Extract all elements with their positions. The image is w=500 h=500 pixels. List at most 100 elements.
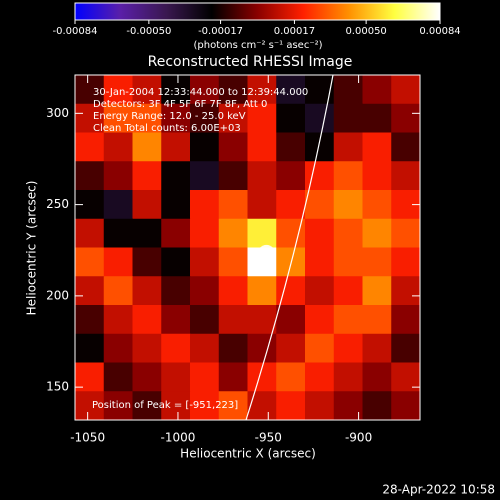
image-cell [190,247,220,277]
image-cell [276,190,306,220]
image-cell [276,391,306,421]
image-cell [333,247,363,277]
image-cell [218,362,248,392]
image-cell [75,161,105,191]
plot-frame [74,74,421,421]
image-cell [132,305,162,335]
image-cell [305,333,335,363]
image-cell [391,276,421,306]
image-cell [75,391,105,421]
image-cell [190,362,220,392]
image-cell [218,218,248,248]
image-cell [362,391,392,421]
annotation: Clean Total counts: 6.00E+03 [93,123,241,134]
x-tick-label: -950 [255,431,282,445]
image-cell [362,333,392,363]
x-tick-label: -1000 [161,431,196,445]
image-cell [190,276,220,306]
image-cell [362,276,392,306]
image-cell [305,391,335,421]
image-cell [190,218,220,248]
image-cell [362,362,392,392]
image-cell [132,218,162,248]
image-cell [305,247,335,277]
colorbar-tick-label: 0.00017 [274,26,315,37]
image-cell [132,391,162,421]
image-cell [190,161,220,191]
image-cell [190,103,220,133]
image-cell [161,190,191,220]
image-cell [276,161,306,191]
image-cell [391,132,421,162]
image-cell [218,103,248,133]
image-cell [218,161,248,191]
image-cell [362,132,392,162]
image-cell [103,305,133,335]
image-cell [247,305,277,335]
image-cell [305,103,335,133]
image-cell [391,333,421,363]
image-cell [391,247,421,277]
image-cell [218,75,248,105]
image-cell [247,161,277,191]
image-cell [103,362,133,392]
image-cell [103,75,133,105]
image-cell [333,190,363,220]
image-cell [103,391,133,421]
image-cell [218,333,248,363]
image-cell [161,276,191,306]
image-cell [161,333,191,363]
image-cell [190,333,220,363]
image-cell [362,161,392,191]
image-cell [333,103,363,133]
image-cell [75,103,105,133]
image-cell [333,161,363,191]
image-cell [276,305,306,335]
y-tick-label: 250 [46,197,69,211]
image-cell [247,333,277,363]
image-cell [391,218,421,248]
image-cell [391,103,421,133]
image-cell [103,132,133,162]
image-cell [391,75,421,105]
colorbar-tick-label: 0.00050 [345,26,386,37]
image-cell [132,132,162,162]
image-cell [362,103,392,133]
image-cell [247,190,277,220]
image-cell [305,362,335,392]
image-cell [161,132,191,162]
image-cell [132,247,162,277]
image-cell [75,218,105,248]
image-cell [103,161,133,191]
colorbar-tick-label: -0.00084 [53,26,98,37]
image-cell [132,190,162,220]
image-cell [362,75,392,105]
colorbar-tick-label: -0.00050 [126,26,171,37]
peak-marker [257,244,276,263]
image-cell [362,218,392,248]
colorbar [74,2,441,21]
limb-line [245,74,334,421]
image-cell [391,161,421,191]
image-cell [333,362,363,392]
image-cell [103,247,133,277]
image-cell [218,132,248,162]
image-cell [305,132,335,162]
image-cell [161,218,191,248]
image-cell [362,190,392,220]
image-cell [362,247,392,277]
y-axis-label: Heliocentric Y (arcsec) [25,181,39,316]
image-cell [161,305,191,335]
image-cell [333,132,363,162]
image-cell [75,305,105,335]
image-cell [276,103,306,133]
image-cell [161,75,191,105]
image-cell [132,362,162,392]
image-cell [132,333,162,363]
image-cell [161,391,191,421]
colorbar-tick-label: 0.00084 [419,26,460,37]
image-cell [132,276,162,306]
image-cell [218,305,248,335]
image-cell [333,276,363,306]
